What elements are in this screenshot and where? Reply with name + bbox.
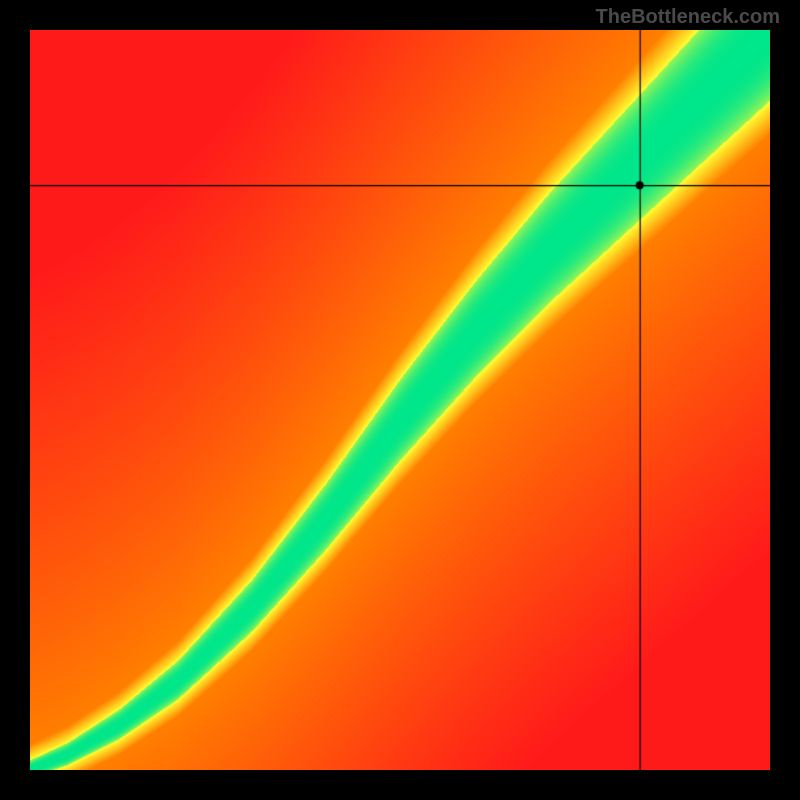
bottleneck-heatmap bbox=[30, 30, 770, 770]
plot-area bbox=[30, 30, 770, 770]
chart-container: TheBottleneck.com bbox=[0, 0, 800, 800]
watermark-text: TheBottleneck.com bbox=[596, 6, 780, 29]
